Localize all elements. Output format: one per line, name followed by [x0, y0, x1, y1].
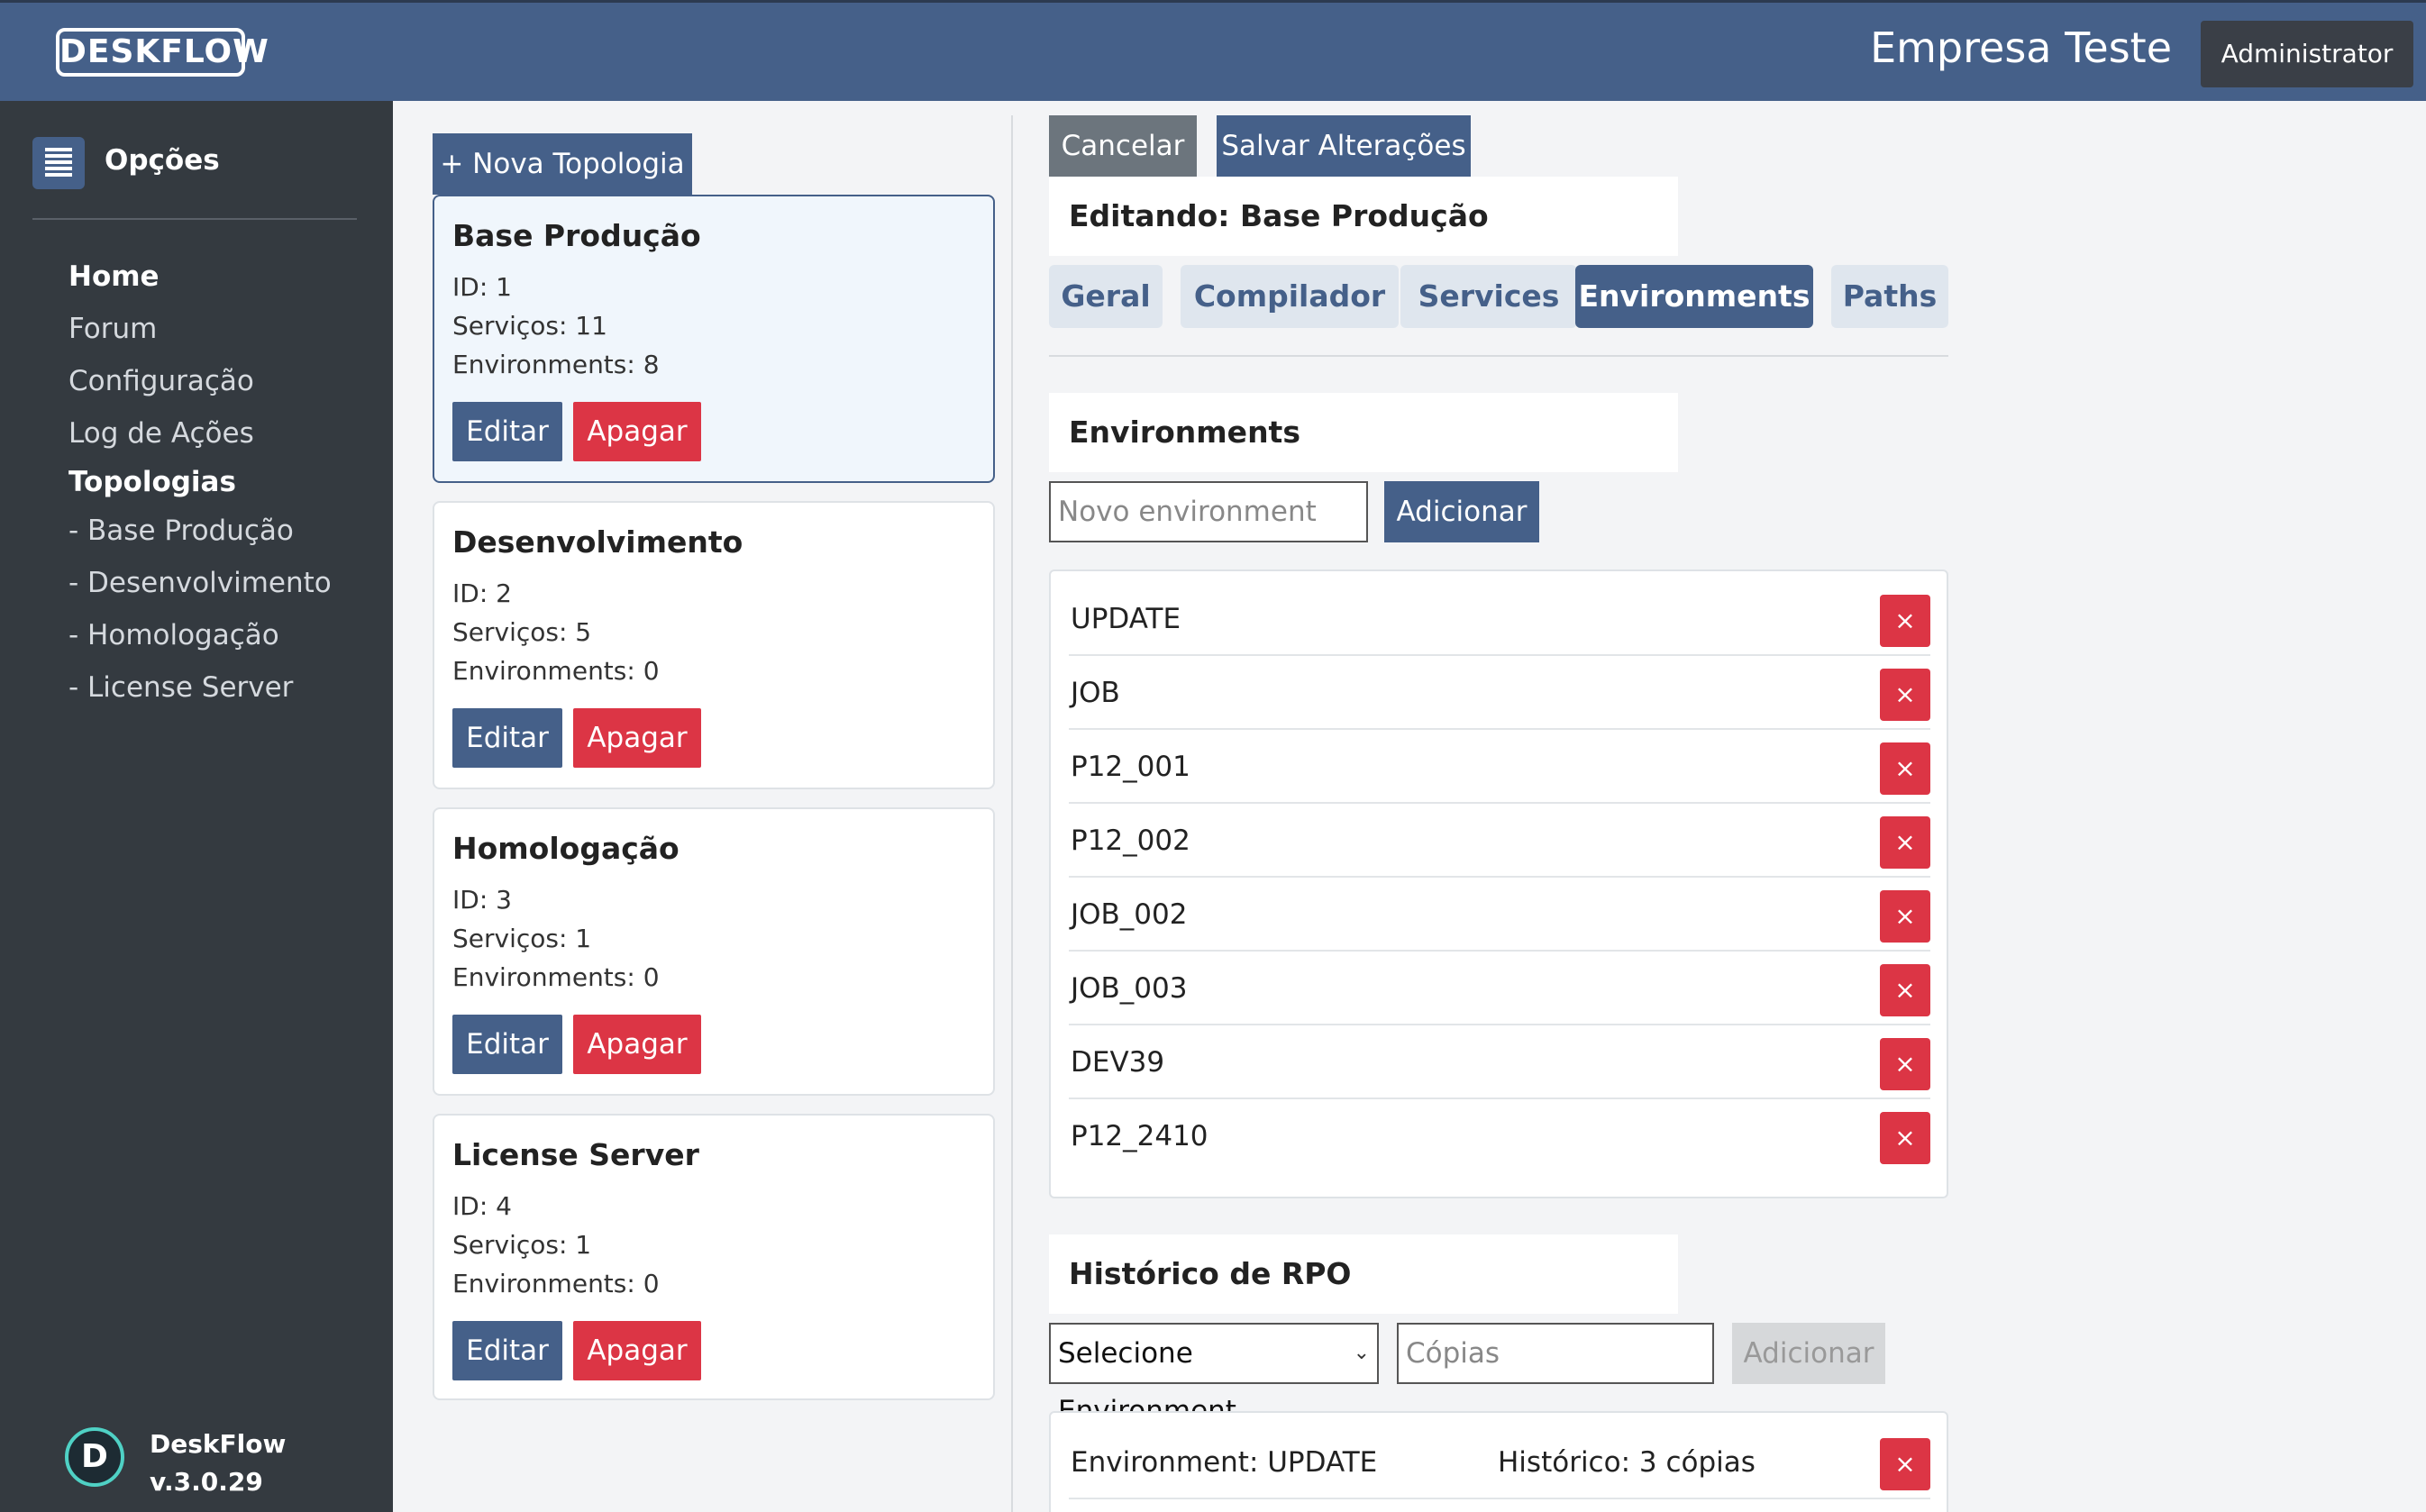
- add-environment-button[interactable]: Adicionar: [1384, 481, 1539, 542]
- topology-services: Serviços: 11: [452, 311, 607, 341]
- sidebar-title: Opções: [105, 144, 220, 177]
- list-item: UPDATE ×: [1069, 582, 1930, 656]
- cancel-button[interactable]: Cancelar: [1049, 115, 1197, 177]
- tab-geral[interactable]: Geral: [1049, 265, 1163, 328]
- remove-history-button[interactable]: ×: [1880, 1438, 1930, 1490]
- new-environment-input[interactable]: Novo environment: [1049, 481, 1368, 542]
- topology-card[interactable]: License Server ID: 4 Serviços: 1 Environ…: [433, 1114, 995, 1400]
- sidebar: Opções Home Forum Configuração Log de Aç…: [0, 101, 393, 1512]
- tabs-divider: [1049, 355, 1948, 357]
- chevron-down-icon: ⌄: [1353, 1342, 1370, 1364]
- remove-environment-button[interactable]: ×: [1880, 1038, 1930, 1090]
- topology-name: Homologação: [452, 831, 679, 866]
- list-item: Environment: UPDATE Histórico: 3 cópias …: [1069, 1425, 1930, 1499]
- topology-name: Base Produção: [452, 218, 701, 253]
- add-rpo-history-button[interactable]: Adicionar: [1732, 1323, 1885, 1384]
- environment-name: JOB_002: [1071, 898, 1188, 931]
- environment-select[interactable]: Selecione Environment ⌄: [1049, 1323, 1379, 1427]
- edit-button[interactable]: Editar: [452, 1321, 562, 1380]
- sidebar-divider: [32, 218, 357, 220]
- top-header: DESKFLOW Empresa Teste Administrator: [0, 0, 2426, 101]
- list-item: P12_2410 ×: [1069, 1099, 1930, 1173]
- remove-environment-button[interactable]: ×: [1880, 742, 1930, 795]
- deskflow-logo[interactable]: DESKFLOW: [56, 28, 269, 77]
- environment-name: P12_002: [1071, 824, 1190, 857]
- environment-name: UPDATE: [1071, 603, 1181, 635]
- remove-environment-button[interactable]: ×: [1880, 669, 1930, 721]
- topology-services: Serviços: 1: [452, 1230, 592, 1260]
- rpo-history-section-title: Histórico de RPO: [1049, 1234, 1678, 1314]
- company-name: Empresa Teste: [1870, 23, 2172, 72]
- editing-title: Editando: Base Produção: [1049, 177, 1678, 256]
- list-item: DEV39 ×: [1069, 1025, 1930, 1099]
- topology-environments: Environments: 0: [452, 962, 660, 992]
- edit-button[interactable]: Editar: [452, 402, 562, 461]
- sidebar-item-log-acoes[interactable]: Log de Ações: [68, 417, 254, 450]
- history-count: Histórico: 3 cópias: [1498, 1446, 1756, 1479]
- environments-section-title: Environments: [1049, 393, 1678, 472]
- tab-paths[interactable]: Paths: [1831, 265, 1948, 328]
- environment-name: P12_2410: [1071, 1120, 1208, 1152]
- delete-button[interactable]: Apagar: [573, 708, 701, 768]
- topology-card[interactable]: Homologação ID: 3 Serviços: 1 Environmen…: [433, 807, 995, 1096]
- tab-compilador[interactable]: Compilador: [1181, 265, 1399, 328]
- topology-name: Desenvolvimento: [452, 524, 743, 560]
- edit-button[interactable]: Editar: [452, 1015, 562, 1074]
- remove-environment-button[interactable]: ×: [1880, 595, 1930, 647]
- topology-services: Serviços: 5: [452, 617, 592, 647]
- environments-list: UPDATE × JOB × P12_001 × P12_002 × JOB_0…: [1049, 569, 1948, 1198]
- sidebar-subitem-license-server[interactable]: - License Server: [68, 671, 294, 704]
- deskflow-brand-icon: [65, 1427, 124, 1487]
- brand-version: v.3.0.29: [150, 1467, 263, 1497]
- environment-name: JOB: [1071, 677, 1120, 709]
- environment-name: P12_001: [1071, 751, 1190, 783]
- topology-name: License Server: [452, 1137, 699, 1172]
- topology-card[interactable]: Desenvolvimento ID: 2 Serviços: 5 Enviro…: [433, 501, 995, 789]
- copies-input[interactable]: Cópias: [1397, 1323, 1714, 1384]
- column-divider: [1011, 115, 1013, 1512]
- topology-id: ID: 2: [452, 578, 512, 608]
- environment-name: DEV39: [1071, 1046, 1165, 1079]
- delete-button[interactable]: Apagar: [573, 402, 701, 461]
- sidebar-subitem-desenvolvimento[interactable]: - Desenvolvimento: [68, 567, 332, 599]
- sidebar-subitem-base-producao[interactable]: - Base Produção: [68, 515, 294, 547]
- history-environment: Environment: UPDATE: [1071, 1446, 1378, 1479]
- topology-environments: Environments: 0: [452, 656, 660, 686]
- brand-name: DeskFlow: [150, 1429, 287, 1459]
- brand-block: DeskFlow v.3.0.29: [150, 1425, 286, 1501]
- remove-environment-button[interactable]: ×: [1880, 890, 1930, 943]
- sidebar-subitem-homologacao[interactable]: - Homologação: [68, 619, 279, 651]
- list-item: JOB_002 ×: [1069, 878, 1930, 952]
- new-topology-button[interactable]: + Nova Topologia: [433, 133, 692, 195]
- sidebar-item-configuracao[interactable]: Configuração: [68, 365, 254, 397]
- remove-environment-button[interactable]: ×: [1880, 1112, 1930, 1164]
- list-item: P12_002 ×: [1069, 804, 1930, 878]
- tab-environments[interactable]: Environments: [1575, 265, 1813, 328]
- list-item: JOB ×: [1069, 656, 1930, 730]
- tab-services[interactable]: Services: [1400, 265, 1577, 328]
- topology-environments: Environments: 0: [452, 1269, 660, 1298]
- delete-button[interactable]: Apagar: [573, 1015, 701, 1074]
- topology-environments: Environments: 8: [452, 350, 660, 379]
- topology-id: ID: 1: [452, 272, 512, 302]
- topology-id: ID: 4: [452, 1191, 512, 1221]
- sidebar-item-home[interactable]: Home: [68, 260, 160, 293]
- remove-environment-button[interactable]: ×: [1880, 964, 1930, 1016]
- edit-button[interactable]: Editar: [452, 708, 562, 768]
- sidebar-nav: Home Forum Configuração Log de Ações Top…: [68, 250, 332, 714]
- rpo-history-list: Environment: UPDATE Histórico: 3 cópias …: [1049, 1411, 1948, 1512]
- environment-name: JOB_003: [1071, 972, 1188, 1005]
- delete-button[interactable]: Apagar: [573, 1321, 701, 1380]
- topology-services: Serviços: 1: [452, 924, 592, 953]
- topology-id: ID: 3: [452, 885, 512, 915]
- save-changes-button[interactable]: Salvar Alterações: [1217, 115, 1471, 177]
- list-item: P12_001 ×: [1069, 730, 1930, 804]
- sidebar-item-topologias[interactable]: Topologias: [68, 466, 236, 498]
- menu-list-icon[interactable]: [32, 137, 85, 189]
- remove-environment-button[interactable]: ×: [1880, 816, 1930, 869]
- user-menu-button[interactable]: Administrator: [2201, 21, 2413, 87]
- sidebar-item-forum[interactable]: Forum: [68, 313, 158, 345]
- list-item: JOB_003 ×: [1069, 952, 1930, 1025]
- topology-card[interactable]: Base Produção ID: 1 Serviços: 11 Environ…: [433, 195, 995, 483]
